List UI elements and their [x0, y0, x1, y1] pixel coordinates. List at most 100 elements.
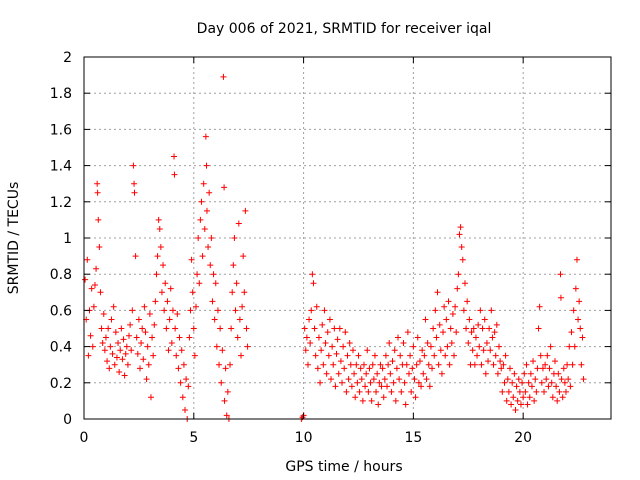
data-point	[455, 271, 462, 278]
x-tick-label: 0	[80, 430, 89, 446]
data-point	[116, 368, 123, 375]
data-point	[446, 361, 453, 368]
data-point	[401, 379, 408, 386]
data-point	[468, 329, 475, 336]
data-point	[412, 394, 419, 401]
data-point	[202, 133, 209, 140]
data-point	[496, 343, 503, 350]
data-point	[315, 334, 322, 341]
data-point	[223, 412, 230, 419]
data-point	[557, 294, 564, 301]
data-point	[386, 339, 393, 346]
data-point	[117, 347, 124, 354]
data-point	[118, 325, 125, 332]
x-axis-label: GPS time / hours	[285, 459, 402, 475]
data-point	[552, 358, 559, 365]
data-point	[205, 244, 212, 251]
data-point	[411, 376, 418, 383]
data-point	[101, 347, 108, 354]
data-point	[579, 334, 586, 341]
data-point	[96, 244, 103, 251]
data-point	[91, 282, 98, 289]
data-point	[487, 347, 494, 354]
data-point	[344, 352, 351, 359]
data-point	[332, 383, 339, 390]
data-point	[575, 316, 582, 323]
data-point	[477, 307, 484, 314]
data-point	[165, 347, 172, 354]
data-point	[444, 343, 451, 350]
data-point	[126, 332, 133, 339]
data-point	[475, 321, 482, 328]
data-point	[365, 388, 372, 395]
data-point	[208, 235, 215, 241]
data-point	[156, 225, 163, 232]
data-point	[571, 343, 578, 350]
data-point	[362, 383, 369, 390]
data-point	[169, 307, 176, 314]
data-point	[230, 262, 237, 269]
data-point	[172, 325, 179, 332]
data-point	[454, 285, 461, 292]
data-point	[105, 325, 112, 332]
data-point	[98, 325, 105, 332]
data-point	[519, 379, 526, 386]
data-point	[393, 365, 400, 372]
data-point	[526, 394, 533, 401]
data-point	[503, 397, 510, 404]
data-point	[145, 361, 152, 368]
data-point	[241, 289, 248, 296]
data-point	[199, 253, 206, 260]
y-tick-label: 1	[63, 231, 72, 247]
data-point	[171, 171, 178, 178]
data-point	[177, 379, 184, 386]
data-point	[576, 298, 583, 305]
data-point	[320, 361, 327, 368]
data-point	[328, 376, 335, 383]
data-point	[135, 316, 142, 323]
data-point	[163, 325, 170, 332]
data-point	[422, 316, 429, 323]
data-point	[102, 334, 109, 341]
data-point	[354, 379, 361, 386]
data-point	[324, 329, 331, 336]
data-point	[188, 256, 195, 263]
data-point	[357, 365, 364, 372]
data-point	[502, 352, 509, 359]
x-tick-label: 5	[189, 430, 198, 446]
data-point	[456, 231, 463, 238]
data-point	[435, 361, 442, 368]
data-point	[450, 352, 457, 359]
data-point	[120, 336, 127, 343]
data-point	[567, 383, 574, 390]
data-point	[421, 352, 428, 359]
data-point	[240, 253, 247, 260]
data-point	[498, 365, 505, 372]
x-tick-label: 20	[514, 430, 532, 446]
data-point	[539, 365, 546, 372]
data-point	[527, 370, 534, 377]
data-point	[154, 253, 161, 260]
ticks-layer: 00.20.40.60.811.21.41.61.820 5 10 15 20	[50, 50, 611, 446]
data-point	[463, 325, 470, 332]
data-point	[413, 361, 420, 368]
data-point	[301, 325, 308, 332]
data-point	[517, 401, 524, 408]
data-point	[415, 379, 422, 386]
data-point	[500, 361, 507, 368]
data-point	[541, 388, 548, 395]
data-point	[217, 325, 224, 332]
data-point	[147, 394, 154, 401]
y-tick-label: 1.8	[50, 86, 72, 102]
data-point	[337, 358, 344, 365]
data-point	[438, 370, 445, 377]
data-point	[171, 153, 178, 160]
data-point	[231, 235, 238, 241]
y-tick-label: 0.4	[50, 340, 72, 356]
data-point	[572, 285, 579, 292]
data-point	[437, 347, 444, 354]
data-point	[228, 325, 235, 332]
data-point	[111, 361, 118, 368]
data-point	[382, 352, 389, 359]
data-point	[207, 262, 214, 269]
